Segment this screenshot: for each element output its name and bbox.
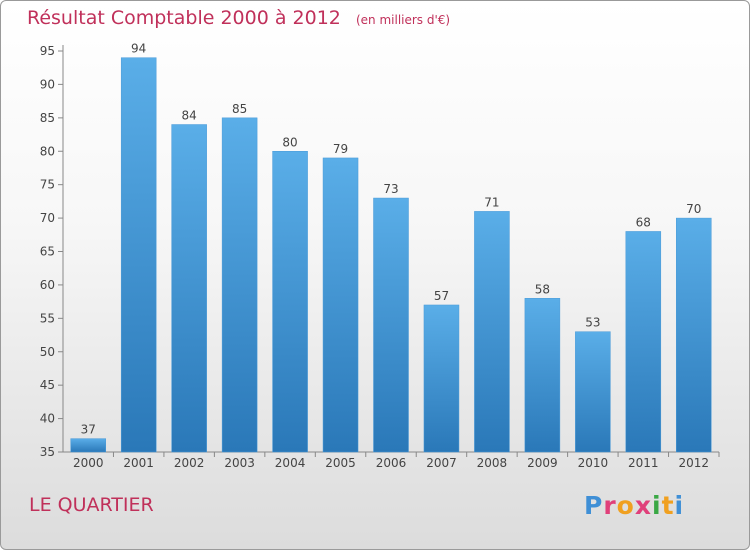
- x-tick-label: 2011: [628, 456, 659, 470]
- data-label-2007: 57: [434, 289, 449, 303]
- x-tick-label: 2002: [174, 456, 205, 470]
- chart-title: Résultat Comptable 2000 à 2012: [27, 7, 341, 29]
- data-label-2012: 70: [686, 202, 701, 216]
- y-tick-label: 40: [40, 412, 55, 426]
- logo-letter: i: [652, 491, 662, 520]
- x-tick-label: 2005: [325, 456, 356, 470]
- bar-2005: [322, 157, 359, 453]
- title-row: Résultat Comptable 2000 à 2012 (en milli…: [27, 7, 450, 29]
- bar-2012: [676, 217, 712, 453]
- y-tick-label: 60: [40, 278, 55, 292]
- bar-2006: [373, 197, 409, 453]
- bar-2001: [120, 57, 157, 453]
- x-tick-label: 2012: [678, 456, 709, 470]
- bar-2007: [423, 304, 460, 453]
- y-tick-label: 65: [40, 245, 55, 259]
- bar-2008: [474, 211, 510, 453]
- data-label-2004: 80: [282, 135, 297, 149]
- data-label-2010: 53: [585, 316, 600, 330]
- logo-letter: P: [584, 491, 604, 520]
- bar-2000: [70, 438, 106, 453]
- bar-2002: [171, 124, 207, 453]
- bar-2010: [575, 331, 611, 453]
- chart-subtitle: (en milliers d'€): [355, 13, 451, 27]
- y-tick-label: 70: [40, 211, 55, 225]
- y-tick-label: 80: [40, 144, 55, 158]
- x-tick-label: 2000: [73, 456, 104, 470]
- data-label-2003: 85: [232, 102, 247, 116]
- logo-letter: x: [634, 491, 652, 520]
- y-tick-label: 85: [40, 111, 55, 125]
- y-tick-label: 75: [40, 178, 55, 192]
- data-label-2008: 71: [484, 195, 499, 209]
- y-tick-label: 95: [40, 44, 55, 58]
- data-label-2009: 58: [535, 282, 550, 296]
- y-tick-label: 90: [40, 77, 55, 91]
- data-label-2000: 37: [81, 423, 96, 437]
- bar-2004: [272, 151, 308, 453]
- x-tick-label: 2007: [426, 456, 457, 470]
- bar-2011: [625, 231, 662, 453]
- y-tick-label: 50: [40, 345, 55, 359]
- logo-letter: o: [616, 491, 635, 520]
- logo-letter: i: [674, 491, 685, 520]
- data-label-2005: 79: [333, 142, 348, 156]
- y-tick-label: 55: [40, 311, 55, 325]
- proxiti-logo: Proxiti: [584, 491, 684, 520]
- logo-letter: t: [661, 491, 675, 520]
- data-label-2011: 68: [636, 215, 651, 229]
- data-label-2001: 94: [131, 42, 146, 56]
- x-tick-label: 2009: [527, 456, 558, 470]
- y-tick-label: 35: [40, 445, 55, 459]
- x-tick-label: 2003: [224, 456, 255, 470]
- y-tick-label: 45: [40, 378, 55, 392]
- x-tick-label: 2001: [123, 456, 154, 470]
- x-tick-label: 2010: [578, 456, 609, 470]
- commune-name: LE QUARTIER: [29, 494, 154, 516]
- data-label-2002: 84: [182, 109, 197, 123]
- data-label-2006: 73: [383, 182, 398, 196]
- x-tick-label: 2008: [477, 456, 508, 470]
- x-tick-label: 2006: [376, 456, 407, 470]
- x-tick-label: 2004: [275, 456, 306, 470]
- bar-2003: [221, 117, 258, 453]
- bar-2009: [524, 298, 561, 453]
- logo-letter: r: [603, 491, 617, 520]
